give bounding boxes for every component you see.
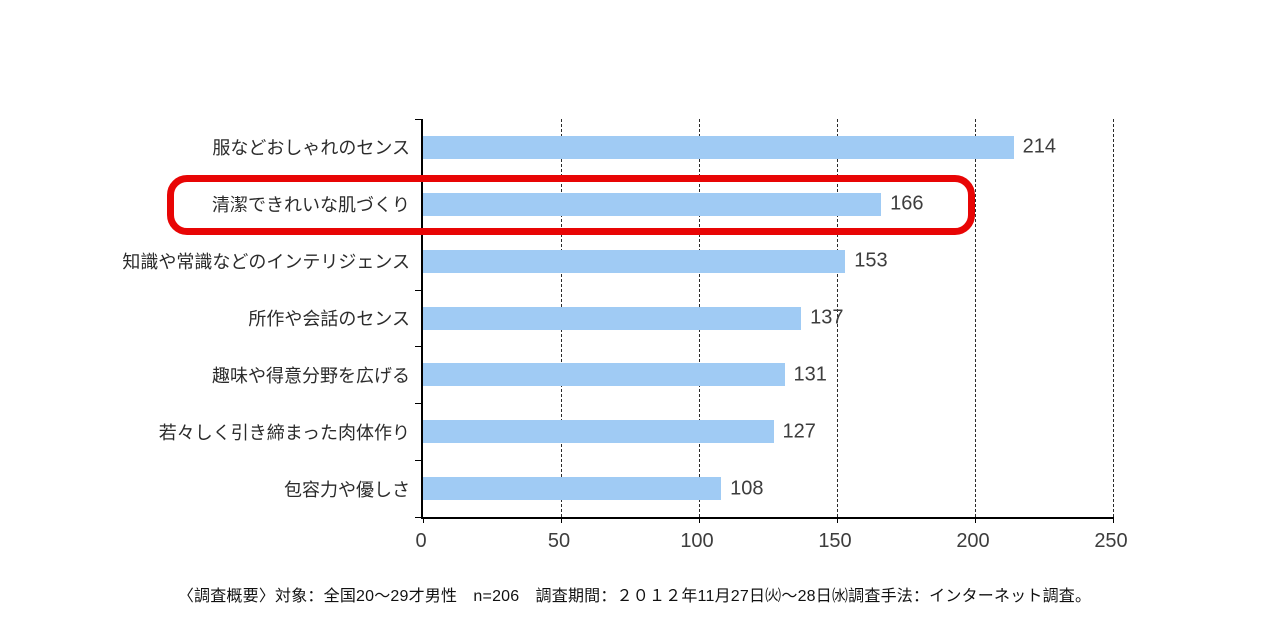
category-labels-column: 服などおしゃれのセンス 清潔できれいな肌づくり知識や常識などのインテリジェンス所作… [0,119,410,517]
category-label: 若々しく引き締まった肉体作り [158,422,410,443]
value-label: 166 [890,192,924,215]
category-label: 包容力や優しさ [284,479,410,500]
y-axis-tick [415,346,423,348]
survey-note: 〈調査概要〉対象：全国20～29才男性 n=206 調査期間：２０１２年11月2… [177,588,1092,605]
value-label: 137 [810,306,844,329]
category-label: 趣味や得意分野を広げる [212,365,410,386]
bar [423,363,785,387]
value-label: 108 [730,477,764,500]
value-label: 127 [782,420,816,443]
y-axis-tick [415,403,423,405]
gridline-250 [1113,119,1114,517]
gridline-150 [837,119,838,517]
x-tick-label-100: 100 [680,530,714,552]
value-label: 153 [854,249,888,272]
x-axis-labels: 0 50 100 150 200 250 [415,530,1127,556]
category-label: 知識や常識などのインテリジェンス [122,252,410,273]
value-label: 131 [793,363,827,386]
gridline-200 [975,119,976,517]
y-axis-tick [415,175,423,177]
x-tick-label-50: 50 [547,530,571,552]
x-axis-tick-50 [561,517,562,523]
bar [423,135,1014,159]
x-tick-label-250: 250 [1094,530,1128,552]
x-tick-label-200: 200 [956,530,990,552]
category-label: 所作や会話のセンス [248,308,410,329]
y-axis-tick [415,460,423,462]
y-axis-tick [415,119,423,120]
value-label: 214 [1022,135,1056,158]
y-axis-tick [415,517,423,518]
x-axis-tick-200 [975,517,976,523]
bar [423,477,722,501]
bar [423,306,802,330]
x-tick-label-150: 150 [818,530,852,552]
bar [423,420,774,444]
x-axis-tick-100 [699,517,700,523]
x-axis-tick-0 [423,517,424,523]
bar [423,249,846,273]
x-tick-label-0: 0 [415,530,427,552]
y-axis-tick [415,289,423,291]
category-label: 清潔できれいな肌づくり [212,195,410,216]
y-axis-tick [415,232,423,234]
category-label: 服などおしゃれのセンス [212,138,410,159]
plot-area: 214 166 153 137 131 127 108 [415,119,1114,523]
bar [423,192,882,216]
x-axis-tick-250 [1113,517,1114,523]
x-axis-tick-150 [837,517,838,523]
